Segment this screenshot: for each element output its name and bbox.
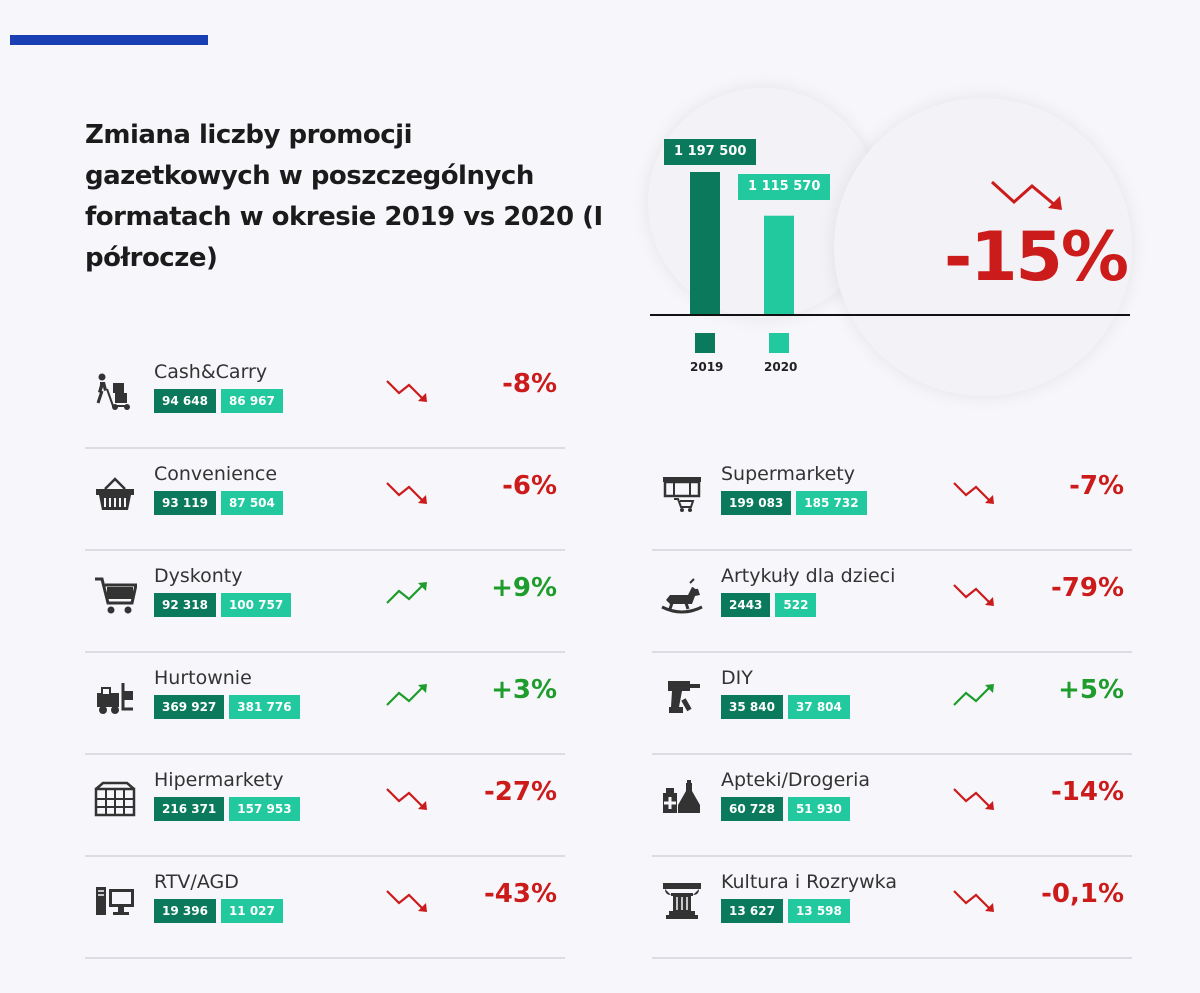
value-2019: 93 119 — [154, 491, 216, 515]
format-row: Cash&Carry 94 648 86 967 -8% — [85, 347, 565, 449]
format-name: Apteki/Drogeria — [721, 769, 871, 791]
format-row: Hurtownie 369 927 381 776 +3% — [85, 653, 565, 755]
trend-down-icon — [990, 180, 1062, 210]
trend-down-icon — [386, 890, 427, 912]
format-name: Hipermarkety — [154, 769, 284, 791]
store-cart-icon — [660, 471, 704, 515]
format-row: Kultura i Rozrywka 13 627 13 598 -0,1% — [652, 857, 1132, 959]
change-percent: +3% — [491, 675, 557, 705]
value-2019: 13 627 — [721, 899, 783, 923]
trend-down-icon — [386, 788, 427, 810]
value-2019: 92 318 — [154, 593, 216, 617]
format-row: Artykuły dla dzieci 2443 522 -79% — [652, 551, 1132, 653]
trend-down-icon — [953, 482, 994, 504]
computer-icon — [93, 879, 137, 923]
legend-swatch-2019 — [695, 333, 715, 353]
basket-icon — [93, 471, 137, 515]
value-2020: 87 504 — [220, 491, 283, 515]
change-percent: -0,1% — [1041, 879, 1124, 909]
change-percent: -27% — [483, 777, 557, 807]
change-percent: -8% — [502, 369, 557, 399]
change-percent: +9% — [491, 573, 557, 603]
format-name: Kultura i Rozrywka — [721, 871, 897, 893]
value-2020: 100 757 — [220, 593, 292, 617]
column-icon — [660, 879, 704, 923]
format-row: DIY 35 840 37 804 +5% — [652, 653, 1132, 755]
trend-down-icon — [386, 380, 427, 402]
format-name: Supermarkety — [721, 463, 856, 485]
format-name: DIY — [721, 667, 753, 689]
format-row: Apteki/Drogeria 60 728 51 930 -14% — [652, 755, 1132, 857]
value-2019: 35 840 — [721, 695, 783, 719]
format-name: Dyskonty — [154, 565, 243, 587]
format-name: RTV/AGD — [154, 871, 239, 893]
format-name: Convenience — [154, 463, 278, 485]
value-2019: 2443 — [721, 593, 771, 617]
hand-truck-icon — [93, 369, 137, 413]
value-2020: 11 027 — [220, 899, 283, 923]
trend-down-icon — [386, 482, 427, 504]
value-2020: 381 776 — [229, 695, 300, 719]
value-2019: 19 396 — [154, 899, 216, 923]
value-2019: 60 728 — [721, 797, 783, 821]
change-percent: -14% — [1050, 777, 1124, 807]
format-name: Artykuły dla dzieci — [721, 565, 896, 587]
page-title: Zmiana liczby promocji gazetkowych w pos… — [85, 120, 603, 273]
trend-up-icon — [386, 684, 427, 706]
shopping-cart-icon — [93, 573, 138, 617]
building-icon — [93, 777, 137, 821]
trend-up-icon — [386, 582, 427, 604]
summary-bar-chart — [650, 172, 1130, 316]
value-2020: 157 953 — [229, 797, 300, 821]
trend-down-icon — [953, 584, 994, 606]
trend-down-icon — [953, 788, 994, 810]
change-percent: -7% — [1069, 471, 1124, 501]
value-2020: 522 — [775, 593, 817, 617]
value-2020: 185 732 — [796, 491, 867, 515]
format-name: Hurtownie — [154, 667, 252, 689]
value-2020: 13 598 — [787, 899, 850, 923]
legend-swatch-2020 — [769, 333, 789, 353]
summary-circle-right — [834, 98, 1132, 396]
pharmacy-bottle-icon — [660, 777, 704, 821]
change-percent: -79% — [1050, 573, 1124, 603]
value-2019: 369 927 — [154, 695, 225, 719]
accent-bar — [10, 35, 208, 45]
summary-bar-2020 — [764, 215, 794, 314]
total-change-percent: -15% — [944, 218, 1129, 297]
value-2019: 94 648 — [154, 389, 216, 413]
format-row: Supermarkety 199 083 185 732 -7% — [652, 449, 1132, 551]
format-row: Dyskonty 92 318 100 757 +9% — [85, 551, 565, 653]
legend-label-2019: 2019 — [690, 360, 724, 374]
rocking-horse-icon — [660, 573, 704, 617]
change-percent: +5% — [1058, 675, 1124, 705]
bar-label-2019: 1 197 500 — [664, 139, 757, 165]
value-2019: 199 083 — [721, 491, 792, 515]
legend-label-2020: 2020 — [764, 360, 798, 374]
format-row: Convenience 93 119 87 504 -6% — [85, 449, 565, 551]
format-row: Hipermarkety 216 371 157 953 -27% — [85, 755, 565, 857]
format-name: Cash&Carry — [154, 361, 268, 383]
bar-label-2020: 1 115 570 — [738, 174, 831, 200]
summary-bar-2019 — [690, 172, 720, 314]
change-percent: -6% — [502, 471, 557, 501]
value-2019: 216 371 — [154, 797, 225, 821]
value-2020: 86 967 — [220, 389, 283, 413]
change-percent: -43% — [483, 879, 557, 909]
trend-up-icon — [953, 684, 994, 706]
value-2020: 51 930 — [787, 797, 850, 821]
trend-down-icon — [953, 890, 994, 912]
format-row: RTV/AGD 19 396 11 027 -43% — [85, 857, 565, 959]
value-2020: 37 804 — [787, 695, 850, 719]
drill-icon — [660, 675, 704, 719]
forklift-icon — [93, 675, 137, 719]
